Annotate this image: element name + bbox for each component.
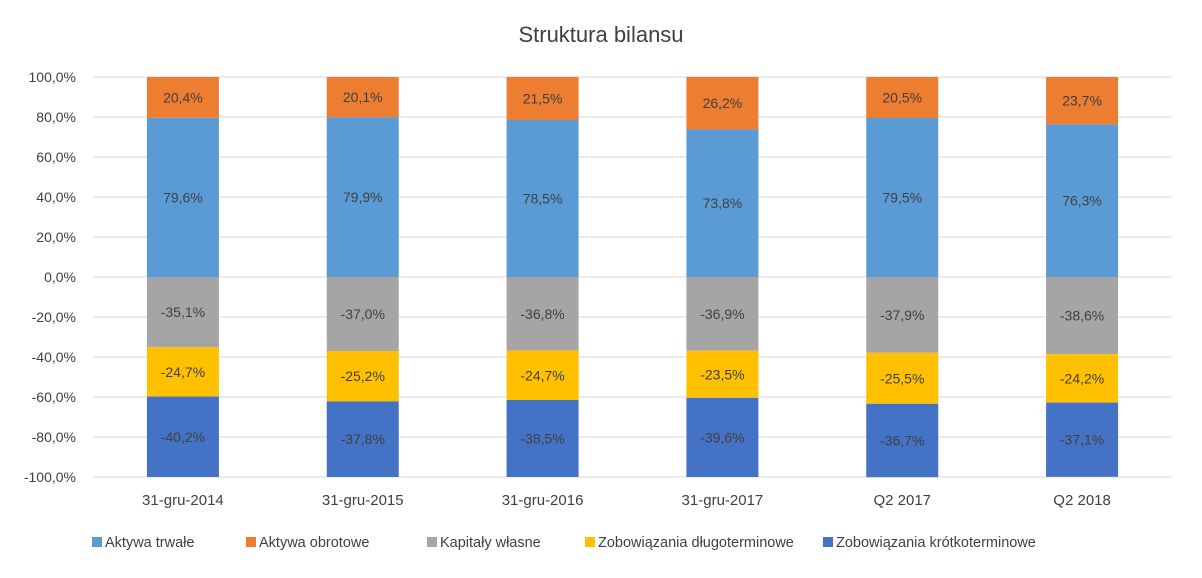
- data-label: -37,9%: [880, 307, 924, 323]
- bar-segment: [866, 77, 939, 118]
- legend-label: Aktywa obrotowe: [259, 535, 369, 551]
- y-tick-label: -40,0%: [32, 349, 76, 365]
- data-label: 20,5%: [882, 90, 922, 106]
- data-label: -37,1%: [1060, 432, 1104, 448]
- legend-swatch: [585, 537, 595, 547]
- data-label: -39,6%: [700, 429, 744, 445]
- x-tick-label: 31-gru-2015: [322, 492, 404, 509]
- data-label: -25,5%: [880, 370, 924, 386]
- bar-segment: [146, 117, 219, 277]
- data-label: -37,0%: [341, 306, 385, 322]
- data-label: 78,5%: [523, 191, 563, 207]
- legend-swatch: [246, 537, 256, 547]
- bar-segment: [506, 77, 579, 120]
- bar-segment: [506, 120, 579, 277]
- bar-segment: [326, 77, 399, 118]
- data-label: 20,1%: [343, 89, 383, 105]
- bar-segment: [1046, 402, 1119, 477]
- data-label: -23,5%: [700, 366, 744, 382]
- bar-segment: [866, 352, 939, 404]
- x-tick-label: 31-gru-2014: [142, 492, 224, 509]
- y-tick-label: 60,0%: [36, 149, 76, 165]
- data-label: 21,5%: [523, 91, 563, 107]
- x-tick-label: Q2 2017: [873, 492, 931, 509]
- data-label: -40,2%: [161, 429, 205, 445]
- legend-swatch: [823, 537, 833, 547]
- y-tick-label: 80,0%: [36, 109, 76, 125]
- data-label: -38,5%: [520, 431, 564, 447]
- chart-title: Struktura bilansu: [518, 22, 683, 47]
- bar-segment: [146, 396, 219, 477]
- x-tick-label: 31-gru-2016: [502, 492, 584, 509]
- y-tick-label: 0,0%: [44, 269, 76, 285]
- bar-segment: [146, 277, 219, 348]
- y-tick-label: 40,0%: [36, 189, 76, 205]
- bars: [146, 77, 1119, 478]
- bar-segment: [506, 350, 579, 400]
- data-label: -38,6%: [1060, 308, 1104, 324]
- bar-segment: [866, 277, 939, 353]
- x-axis-ticks: 31-gru-2014 31-gru-2015 31-gru-2016 31-gru-…: [142, 492, 1111, 509]
- bar-segment: [686, 397, 759, 477]
- bar-segment: [1046, 354, 1119, 403]
- bar-segment: [506, 277, 579, 351]
- legend-label: Zobowiązania krótkoterminowe: [836, 535, 1036, 551]
- bar-segment: [1046, 277, 1119, 355]
- data-label: -24,7%: [161, 364, 205, 380]
- bar-segment: [146, 77, 219, 118]
- bar-segment: [686, 350, 759, 398]
- data-label: 23,7%: [1062, 93, 1102, 109]
- data-label: 79,9%: [343, 189, 383, 205]
- data-label: 73,8%: [703, 195, 743, 211]
- bar-segment: [686, 129, 759, 277]
- legend-label: Aktywa trwałe: [105, 535, 194, 551]
- data-label: 26,2%: [703, 95, 743, 111]
- legend-label: Kapitały własne: [440, 535, 541, 551]
- legend-swatch: [427, 537, 437, 547]
- bar-segment: [326, 277, 399, 351]
- data-label: -37,8%: [341, 431, 385, 447]
- bar-segment: [326, 401, 399, 477]
- data-label: -25,2%: [341, 368, 385, 384]
- data-label: -24,2%: [1060, 370, 1104, 386]
- gridlines: [93, 76, 1172, 478]
- bar-segment: [326, 117, 399, 277]
- y-tick-label: -80,0%: [32, 429, 76, 445]
- data-label: 20,4%: [163, 89, 203, 105]
- y-tick-label: -100,0%: [24, 469, 76, 485]
- bar-segment: [326, 351, 399, 402]
- data-label: 79,6%: [163, 189, 203, 205]
- bar-segment: [506, 400, 579, 477]
- bar-segment: [686, 277, 759, 351]
- data-label: 79,5%: [882, 190, 922, 206]
- bar-segment: [146, 347, 219, 397]
- bar-segment: [686, 77, 759, 130]
- data-label: 76,3%: [1062, 193, 1102, 209]
- y-tick-label: 100,0%: [29, 69, 76, 85]
- bar-segment: [866, 118, 939, 277]
- data-labels: 79,6% 20,4% -35,1% -24,7% -40,2% 79,9% 20,1% -3…: [161, 89, 1105, 448]
- y-axis-ticks: 100,0% 80,0% 60,0% 40,0% 20,0% 0,0% -20,0% -40,…: [24, 69, 76, 485]
- y-tick-label: 20,0%: [36, 229, 76, 245]
- data-label: -36,8%: [520, 306, 564, 322]
- bar-segment: [866, 403, 939, 478]
- data-label: -36,9%: [700, 306, 744, 322]
- data-label: -24,7%: [520, 367, 564, 383]
- data-label: -35,1%: [161, 304, 205, 320]
- x-tick-label: 31-gru-2017: [682, 492, 764, 509]
- x-tick-label: Q2 2018: [1053, 492, 1111, 509]
- y-tick-label: -20,0%: [32, 309, 76, 325]
- y-tick-label: -60,0%: [32, 389, 76, 405]
- legend-swatch: [92, 537, 102, 547]
- legend: Aktywa trwałe Aktywa obrotowe Kapitały wła…: [92, 535, 1036, 551]
- bar-segment: [1046, 77, 1119, 125]
- legend-label: Zobowiązania długoterminowe: [598, 535, 794, 551]
- bar-segment: [1046, 124, 1119, 278]
- data-label: -36,7%: [880, 433, 924, 449]
